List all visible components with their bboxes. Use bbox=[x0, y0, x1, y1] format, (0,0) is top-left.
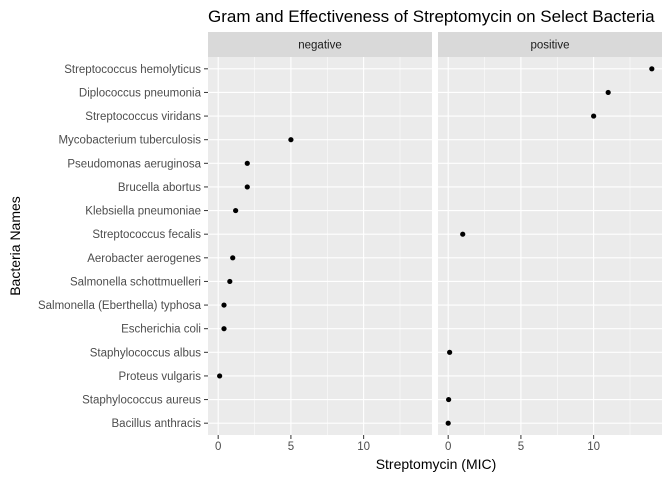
y-tick-label: Proteus vulgaris bbox=[119, 371, 202, 383]
facet-strip-positive bbox=[438, 32, 662, 57]
x-tick-label: 5 bbox=[518, 441, 524, 453]
y-tick-label: Salmonella schottmuelleri bbox=[70, 276, 201, 288]
y-tick-label: Diplococcus pneumonia bbox=[79, 87, 202, 99]
y-tick-label: Bacillus anthracis bbox=[112, 418, 202, 430]
data-point bbox=[221, 326, 227, 332]
data-point bbox=[288, 137, 294, 143]
data-point bbox=[446, 396, 452, 403]
facet-strip-label: negative bbox=[298, 40, 341, 52]
data-point bbox=[230, 255, 236, 261]
chart-title: Gram and Effectiveness of Streptomycin o… bbox=[208, 7, 655, 26]
data-point bbox=[227, 278, 233, 285]
facet-strip-negative bbox=[208, 32, 432, 57]
y-tick-label: Pseudomonas aeruginosa bbox=[67, 158, 201, 170]
data-point bbox=[591, 113, 597, 119]
panel-background bbox=[208, 57, 432, 435]
data-point bbox=[244, 160, 250, 166]
y-tick-label: Klebsiella pneumoniae bbox=[85, 206, 201, 218]
facet-strip-label: positive bbox=[531, 40, 570, 52]
data-point bbox=[233, 207, 239, 214]
data-point bbox=[221, 302, 227, 308]
y-tick-label: Staphylococcus albus bbox=[90, 347, 201, 359]
plot-area: negative 0 5 10 positive 0 5 10 Bacillus anthrac… bbox=[38, 32, 662, 453]
x-tick-label: 5 bbox=[288, 441, 294, 453]
y-tick-label: Streptococcus viridans bbox=[85, 111, 201, 123]
y-tick-label: Streptococcus hemolyticus bbox=[64, 64, 201, 76]
data-point bbox=[605, 89, 611, 96]
data-point bbox=[217, 373, 223, 379]
x-tick-label: 10 bbox=[587, 441, 600, 453]
y-tick-label: Escherichia coli bbox=[121, 324, 201, 336]
panel-background bbox=[438, 57, 662, 435]
data-point bbox=[649, 66, 655, 72]
y-tick-label: Mycobacterium tuberculosis bbox=[58, 135, 201, 147]
data-point bbox=[445, 420, 451, 426]
data-point bbox=[244, 184, 250, 190]
y-axis-title: Bacteria Names bbox=[7, 196, 23, 296]
x-tick-label: 10 bbox=[357, 441, 370, 453]
data-point bbox=[447, 349, 453, 355]
data-point bbox=[460, 231, 466, 237]
x-axis-title: Streptomycin (MIC) bbox=[376, 456, 497, 472]
y-tick-label: Salmonella (Eberthella) typhosa bbox=[38, 300, 202, 312]
y-tick-label: Streptococcus fecalis bbox=[92, 229, 201, 241]
y-tick-label: Aerobacter aerogenes bbox=[87, 253, 201, 265]
y-tick-label: Brucella abortus bbox=[118, 182, 201, 194]
x-tick-label: 0 bbox=[215, 441, 221, 453]
y-tick-label: Staphylococcus aureus bbox=[82, 395, 201, 407]
x-tick-label: 0 bbox=[445, 441, 451, 453]
